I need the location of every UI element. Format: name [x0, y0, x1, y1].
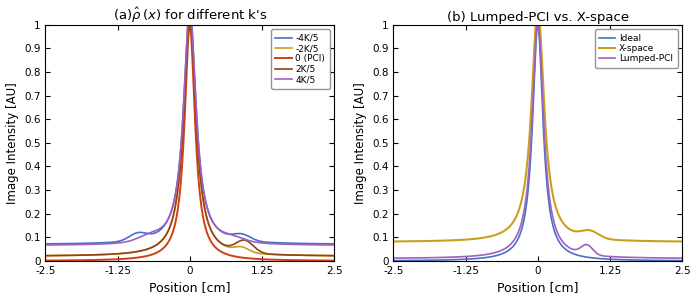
Line: X-space: X-space — [393, 25, 682, 242]
0 (PCI) — [174, 205, 182, 208]
Legend: Ideal, X-space, Lumped-PCI: Ideal, X-space, Lumped-PCI — [594, 29, 678, 68]
Ideal — [389, 259, 397, 262]
2K/5 — [184, 23, 193, 26]
4K/5 — [322, 243, 330, 247]
2K/5 — [322, 254, 330, 257]
0 (PCI) — [56, 259, 64, 262]
Title: (b) Lumped-PCI vs. X-space: (b) Lumped-PCI vs. X-space — [447, 11, 629, 23]
Line: Ideal: Ideal — [393, 25, 682, 261]
Ideal — [522, 205, 530, 208]
-4K/5 — [182, 58, 190, 62]
-2K/5 — [182, 70, 190, 74]
2K/5 — [41, 254, 49, 257]
2K/5 — [182, 70, 190, 74]
-2K/5 — [56, 254, 64, 257]
4K/5 — [182, 59, 190, 63]
Lumped-PCI — [617, 255, 625, 259]
4K/5 — [269, 242, 277, 245]
-4K/5 — [56, 242, 64, 245]
-4K/5 — [269, 241, 277, 244]
0 (PCI) — [41, 259, 49, 262]
4K/5 — [41, 243, 49, 247]
2K/5 — [174, 185, 182, 189]
-4K/5 — [322, 242, 330, 246]
Lumped-PCI — [522, 195, 530, 199]
Line: -2K/5: -2K/5 — [45, 25, 334, 256]
0 (PCI) — [182, 89, 190, 93]
2K/5 — [269, 253, 277, 256]
X-space — [532, 23, 540, 26]
4K/5 — [174, 174, 182, 178]
Line: Lumped-PCI: Lumped-PCI — [393, 25, 682, 258]
0 (PCI) — [269, 258, 277, 262]
0 (PCI) — [322, 259, 330, 262]
-2K/5 — [41, 254, 49, 257]
Legend: -4K/5, -2K/5, 0 (PCI), 2K/5, 4K/5: -4K/5, -2K/5, 0 (PCI), 2K/5, 4K/5 — [271, 29, 330, 89]
-2K/5 — [184, 23, 193, 26]
0 (PCI) — [322, 259, 330, 262]
4K/5 — [322, 243, 330, 247]
4K/5 — [56, 243, 64, 247]
-2K/5 — [174, 185, 182, 189]
Ideal — [617, 258, 625, 262]
2K/5 — [322, 254, 330, 257]
Lumped-PCI — [670, 256, 678, 260]
Ideal — [670, 259, 678, 262]
Line: 0 (PCI): 0 (PCI) — [45, 25, 334, 261]
Line: -4K/5: -4K/5 — [45, 25, 334, 244]
Lumped-PCI — [389, 256, 397, 260]
Lumped-PCI — [530, 79, 538, 83]
-2K/5 — [322, 254, 330, 257]
4K/5 — [330, 243, 338, 247]
Ideal — [404, 259, 412, 262]
-2K/5 — [269, 253, 277, 256]
4K/5 — [184, 23, 192, 26]
X-space — [530, 56, 538, 59]
X-axis label: Position [cm]: Position [cm] — [497, 281, 578, 294]
-4K/5 — [322, 242, 330, 246]
-4K/5 — [330, 242, 338, 246]
Line: 2K/5: 2K/5 — [45, 25, 334, 256]
Ideal — [530, 89, 538, 93]
X-space — [389, 240, 397, 243]
0 (PCI) — [330, 259, 338, 262]
X-space — [670, 240, 678, 243]
Lumped-PCI — [404, 256, 412, 260]
Title: (a)$\hat{\rho}\,(x)$ for different k's: (a)$\hat{\rho}\,(x)$ for different k's — [113, 6, 267, 25]
X-axis label: Position [cm]: Position [cm] — [149, 281, 230, 294]
-4K/5 — [41, 242, 49, 246]
2K/5 — [330, 254, 338, 257]
-2K/5 — [330, 254, 338, 257]
Ideal — [670, 259, 678, 262]
-2K/5 — [322, 254, 330, 257]
Line: 4K/5: 4K/5 — [45, 25, 334, 245]
-4K/5 — [184, 23, 192, 26]
X-space — [404, 239, 412, 243]
Ideal — [534, 23, 542, 26]
X-space — [678, 240, 686, 243]
2K/5 — [56, 254, 64, 257]
0 (PCI) — [186, 23, 194, 26]
Lumped-PCI — [670, 256, 678, 260]
Y-axis label: Image Intensity [AU]: Image Intensity [AU] — [354, 82, 367, 204]
Ideal — [678, 259, 686, 262]
Lumped-PCI — [533, 23, 541, 26]
X-space — [617, 238, 625, 242]
-4K/5 — [174, 173, 182, 177]
Lumped-PCI — [678, 256, 686, 260]
X-space — [522, 171, 530, 174]
Y-axis label: Image Intensity [AU]: Image Intensity [AU] — [6, 82, 19, 204]
X-space — [670, 240, 678, 243]
